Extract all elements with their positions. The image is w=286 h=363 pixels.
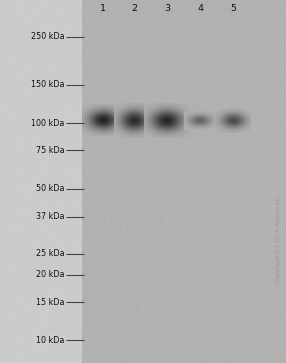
Text: 10 kDa: 10 kDa	[36, 336, 64, 345]
Text: 5: 5	[230, 4, 236, 13]
Text: 1: 1	[100, 4, 106, 13]
Text: 100 kDa: 100 kDa	[31, 119, 64, 128]
Bar	[82, 0, 269, 363]
Text: 37 kDa: 37 kDa	[36, 212, 64, 221]
Text: 2: 2	[132, 4, 137, 13]
Text: 4: 4	[197, 4, 203, 13]
Text: 75 kDa: 75 kDa	[36, 146, 64, 155]
Text: Copyright (c) 2015 Abcam plc: Copyright (c) 2015 Abcam plc	[276, 195, 281, 283]
Text: 50 kDa: 50 kDa	[36, 184, 64, 193]
Text: 25 kDa: 25 kDa	[36, 249, 64, 258]
Text: 250 kDa: 250 kDa	[31, 32, 64, 41]
Text: 15 kDa: 15 kDa	[36, 298, 64, 307]
Text: 20 kDa: 20 kDa	[36, 270, 64, 280]
Text: 3: 3	[164, 4, 170, 13]
Text: 150 kDa: 150 kDa	[31, 80, 64, 89]
